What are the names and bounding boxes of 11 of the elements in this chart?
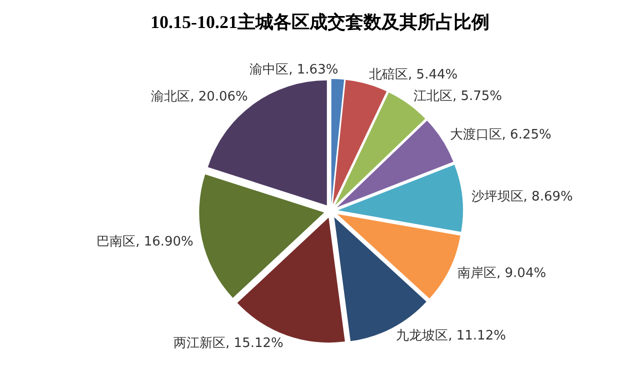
slice-label: 两江新区, 15.12%: [174, 336, 284, 352]
slice-label: 九龙坡区, 11.12%: [396, 328, 506, 344]
chart-title: 10.15-10.21主城各区成交套数及其所占比例: [150, 11, 490, 34]
slice-label: 大渡口区, 6.25%: [450, 128, 552, 143]
slice-label: 南岸区, 9.04%: [458, 266, 546, 281]
slice-label: 沙坪坝区, 8.69%: [471, 189, 573, 204]
slice-label: 渝中区, 1.63%: [250, 62, 338, 78]
slice-label: 巴南区, 16.90%: [96, 234, 194, 250]
slice-label: 渝北区, 20.06%: [151, 90, 248, 105]
slice-label: 北碚区, 5.44%: [369, 68, 458, 83]
slice-label: 江北区, 5.75%: [413, 89, 502, 104]
